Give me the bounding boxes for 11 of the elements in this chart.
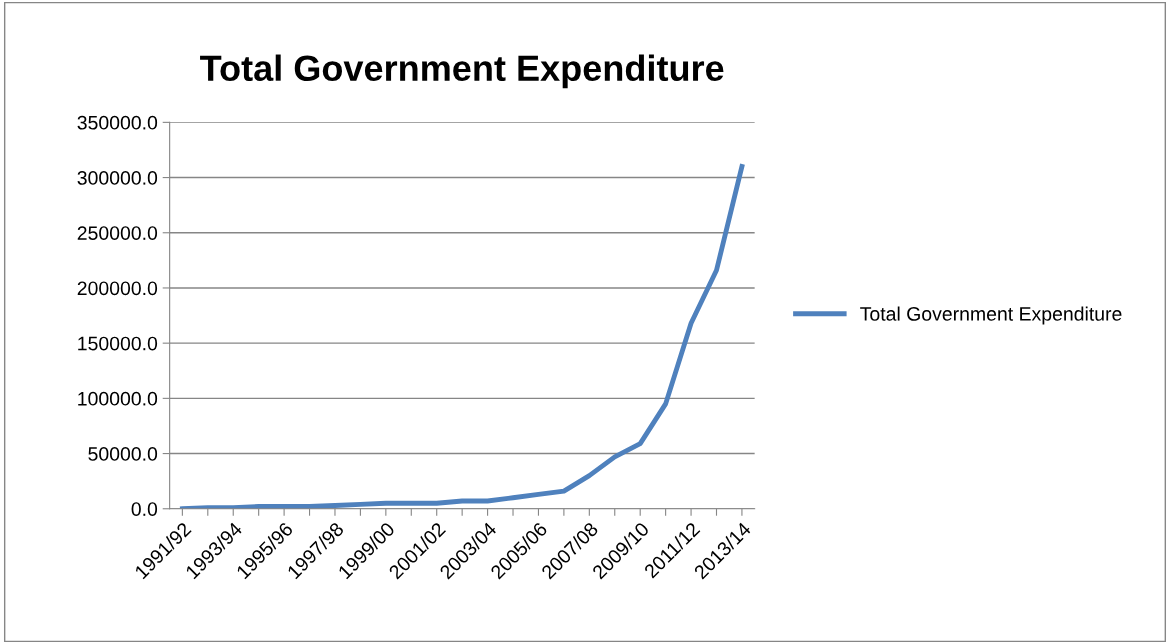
line-series <box>179 164 745 509</box>
y-tick-label: 250000.0 <box>77 226 158 240</box>
y-tick-label: 200000.0 <box>77 281 158 296</box>
y-tick-label: 50000.0 <box>88 447 158 461</box>
y-tick-label: 150000.0 <box>78 336 158 351</box>
y-tick-label: 350000.0 <box>77 115 158 130</box>
y-tick-label: 300000.0 <box>77 171 158 185</box>
legend-label: Total Government Expenditure <box>860 306 1122 325</box>
y-tick-label: 100000.0 <box>78 391 158 406</box>
chart-title: Total Government Expenditure <box>200 54 724 89</box>
y-tick-label: 0.0 <box>131 502 158 516</box>
